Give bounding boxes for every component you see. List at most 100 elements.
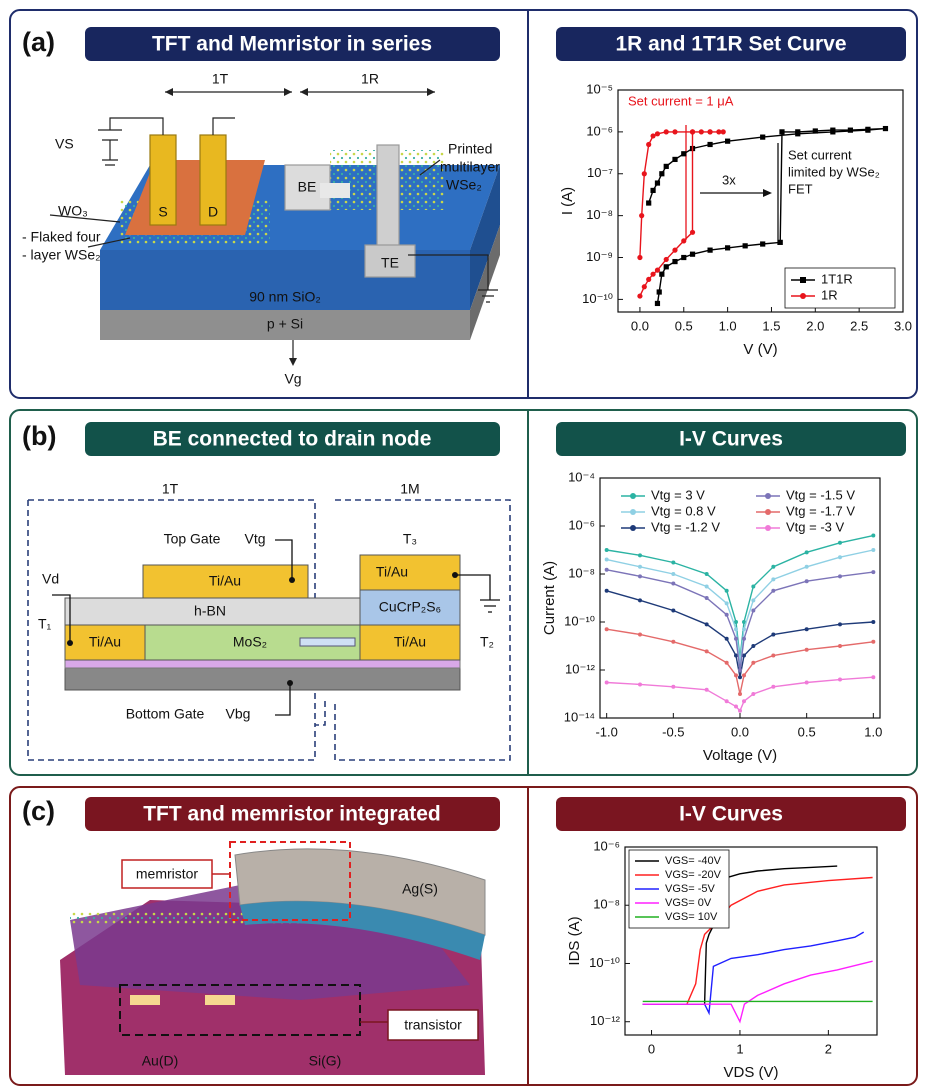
panel-title: TFT and Memristor in series [152, 33, 432, 56]
panel-title: BE connected to drain node [153, 428, 432, 451]
y-axis-label: Current (A) [541, 561, 558, 635]
marker [646, 142, 651, 147]
panel-label: (b) [22, 421, 56, 451]
marker [830, 129, 835, 134]
y-tick-label: 10⁻¹⁰ [564, 613, 595, 628]
marker [650, 188, 655, 193]
diagram-label: Au(D) [142, 1053, 179, 1069]
marker [742, 637, 746, 641]
x-tick-label: 0.0 [731, 724, 749, 739]
annotation: limited by WSe₂ [788, 164, 880, 179]
marker [646, 277, 651, 282]
marker [742, 673, 746, 677]
marker [690, 129, 695, 134]
marker [751, 692, 755, 696]
marker [681, 238, 686, 243]
marker [725, 613, 729, 617]
y-tick-label: 10⁻⁸ [593, 897, 620, 912]
diagram-label: Bottom Gate [126, 706, 205, 722]
legend-label: Vtg = -1.2 V [651, 519, 720, 534]
diagram-label: Si(G) [309, 1053, 342, 1069]
x-tick-label: 1.5 [762, 318, 780, 333]
y-tick-label: 10⁻¹⁰ [582, 291, 613, 306]
legend-label: VGS= 0V [665, 897, 712, 909]
marker [760, 135, 765, 140]
diagram-label: Ti/Au [394, 634, 426, 650]
marker [743, 243, 748, 248]
marker [871, 534, 875, 538]
marker [805, 565, 809, 569]
marker [605, 681, 609, 685]
marker [650, 133, 655, 138]
marker [838, 622, 842, 626]
marker [751, 598, 755, 602]
marker [605, 568, 609, 572]
diagram-label: h-BN [194, 603, 226, 619]
legend-marker [765, 493, 771, 499]
marker [642, 171, 647, 176]
diagram-label: p + Si [267, 316, 303, 332]
y-tick-label: 10⁻⁶ [586, 123, 613, 138]
marker [672, 157, 677, 162]
diagram-label: WO₃ [58, 203, 88, 219]
marker [705, 596, 709, 600]
diagram-label: TE [381, 255, 399, 271]
annotation: 3x [722, 172, 736, 187]
marker [672, 129, 677, 134]
marker [705, 688, 709, 692]
marker [838, 574, 842, 578]
diagram-label: - Flaked four [22, 229, 101, 245]
marker [605, 589, 609, 593]
marker [637, 255, 642, 260]
diagram-label: Vg [284, 371, 301, 387]
marker [671, 582, 675, 586]
marker [646, 200, 651, 205]
x-tick-label: -0.5 [662, 724, 684, 739]
marker [725, 601, 729, 605]
diagram-label: CuCrP₂S₆ [379, 599, 441, 615]
panel-label: (a) [22, 27, 55, 57]
y-tick-label: 10⁻¹⁰ [589, 955, 620, 970]
x-tick-label: 1.0 [719, 318, 737, 333]
marker [638, 574, 642, 578]
marker [681, 255, 686, 260]
series-line [607, 550, 874, 663]
marker [705, 622, 709, 626]
y-tick-label: 10⁻¹² [590, 1013, 621, 1028]
diagram-label: memristor [136, 866, 199, 882]
legend-marker [800, 277, 806, 283]
marker [883, 126, 888, 131]
legend-label: Vtg = 0.8 V [651, 503, 716, 518]
legend-marker [630, 509, 636, 515]
diagram-label: Top Gate [164, 531, 221, 547]
marker [734, 637, 738, 641]
marker [734, 627, 738, 631]
marker [871, 675, 875, 679]
diagram-label: BE [298, 179, 317, 195]
marker [751, 585, 755, 589]
marker [738, 709, 742, 713]
marker [865, 128, 870, 133]
x-tick-label: 1.0 [864, 724, 882, 739]
marker [638, 682, 642, 686]
x-tick-label: 0.5 [798, 724, 816, 739]
marker [639, 213, 644, 218]
marker [605, 558, 609, 562]
marker [838, 555, 842, 559]
x-tick-label: -1.0 [595, 724, 617, 739]
marker [751, 644, 755, 648]
panel-title: TFT and memristor integrated [143, 803, 441, 826]
marker [671, 561, 675, 565]
marker [838, 644, 842, 648]
marker [738, 692, 742, 696]
diagram-label: VS [55, 136, 74, 152]
x-tick-label: 2.5 [850, 318, 868, 333]
marker [751, 661, 755, 665]
chart-title: I-V Curves [679, 803, 783, 826]
marker [605, 627, 609, 631]
marker [751, 609, 755, 613]
diagram-label: Ti/Au [376, 564, 408, 580]
diagram-label: S [158, 204, 167, 220]
series-line [607, 536, 874, 659]
y-axis-label: I (A) [559, 187, 576, 215]
